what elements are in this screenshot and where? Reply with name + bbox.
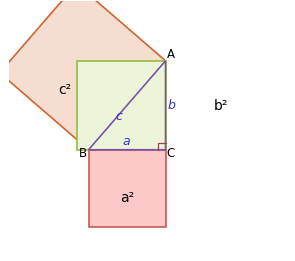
Text: c²: c²	[58, 83, 71, 97]
Text: b²: b²	[214, 99, 228, 114]
Text: A: A	[167, 48, 175, 61]
Text: c: c	[115, 110, 122, 123]
Text: b: b	[168, 99, 176, 112]
Text: C: C	[167, 147, 175, 160]
Polygon shape	[0, 0, 165, 150]
Polygon shape	[77, 61, 165, 150]
Text: B: B	[78, 147, 87, 160]
Text: a: a	[122, 135, 130, 148]
Polygon shape	[88, 150, 165, 227]
Text: a²: a²	[120, 191, 134, 205]
